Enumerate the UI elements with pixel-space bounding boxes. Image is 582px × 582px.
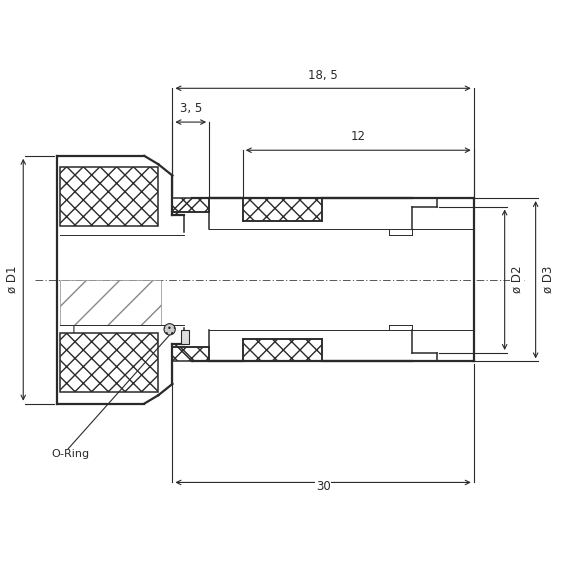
Bar: [172, 198, 209, 212]
Text: 12: 12: [351, 130, 365, 144]
Text: 18, 5: 18, 5: [308, 69, 338, 81]
Text: ø D1: ø D1: [5, 266, 19, 293]
Text: 30: 30: [315, 480, 331, 492]
Text: Thread: Thread: [88, 333, 98, 372]
Text: 3, 5: 3, 5: [180, 102, 202, 115]
Bar: [243, 198, 322, 221]
Bar: [60, 167, 158, 226]
Text: ø D2: ø D2: [510, 266, 524, 293]
Text: ø D3: ø D3: [541, 266, 555, 293]
Bar: [172, 347, 209, 361]
Bar: [192, 353, 412, 361]
Text: O-Ring: O-Ring: [51, 449, 90, 459]
Bar: [60, 280, 161, 325]
Bar: [192, 198, 412, 207]
Bar: [243, 339, 322, 361]
Bar: [60, 333, 158, 392]
Circle shape: [164, 324, 175, 335]
Bar: [181, 331, 189, 345]
